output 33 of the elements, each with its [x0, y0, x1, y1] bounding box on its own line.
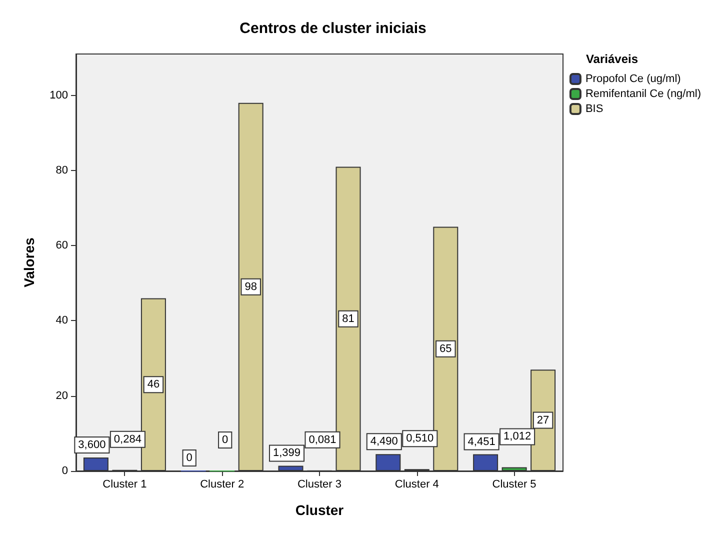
- data-label: 0,284: [114, 433, 142, 446]
- data-label: 0,081: [308, 434, 336, 446]
- y-tick-label: 40: [56, 314, 68, 327]
- data-label: 0: [222, 434, 228, 446]
- data-label: 81: [342, 312, 354, 325]
- data-label: 0,510: [406, 432, 434, 445]
- data-label: 0: [186, 452, 192, 464]
- legend-title: Variáveis: [586, 52, 638, 66]
- legend-label: BIS: [585, 103, 604, 115]
- data-label: 65: [440, 342, 452, 355]
- data-label: 1,012: [504, 430, 532, 443]
- x-tick-label: Cluster 3: [297, 478, 342, 490]
- data-label: 4,490: [370, 436, 398, 448]
- x-tick-label: Cluster 4: [394, 478, 439, 490]
- data-label: 27: [536, 414, 550, 426]
- data-label: 46: [147, 378, 160, 391]
- data-label: 98: [244, 280, 257, 293]
- x-axis-title: Cluster: [295, 502, 344, 518]
- x-tick-label: Cluster 1: [102, 478, 147, 490]
- chart-title: Centros de cluster iniciais: [240, 20, 426, 37]
- y-tick-label: 0: [62, 465, 68, 477]
- legend-label: Propofol Ce (ug/ml): [585, 73, 681, 85]
- data-label: 3,600: [78, 438, 106, 451]
- data-label: 1,399: [272, 447, 301, 460]
- y-tick-label: 60: [56, 240, 68, 252]
- y-tick-label: 20: [56, 390, 68, 402]
- y-axis-title: Valores: [21, 237, 37, 288]
- data-label: 4,451: [468, 436, 496, 448]
- x-tick-label: Cluster 2: [200, 478, 244, 490]
- y-tick-label: 80: [56, 164, 68, 176]
- y-tick-label: 100: [50, 89, 68, 102]
- x-tick-label: Cluster 5: [492, 478, 536, 490]
- legend-label: Remifentanil Ce (ng/ml): [585, 88, 702, 100]
